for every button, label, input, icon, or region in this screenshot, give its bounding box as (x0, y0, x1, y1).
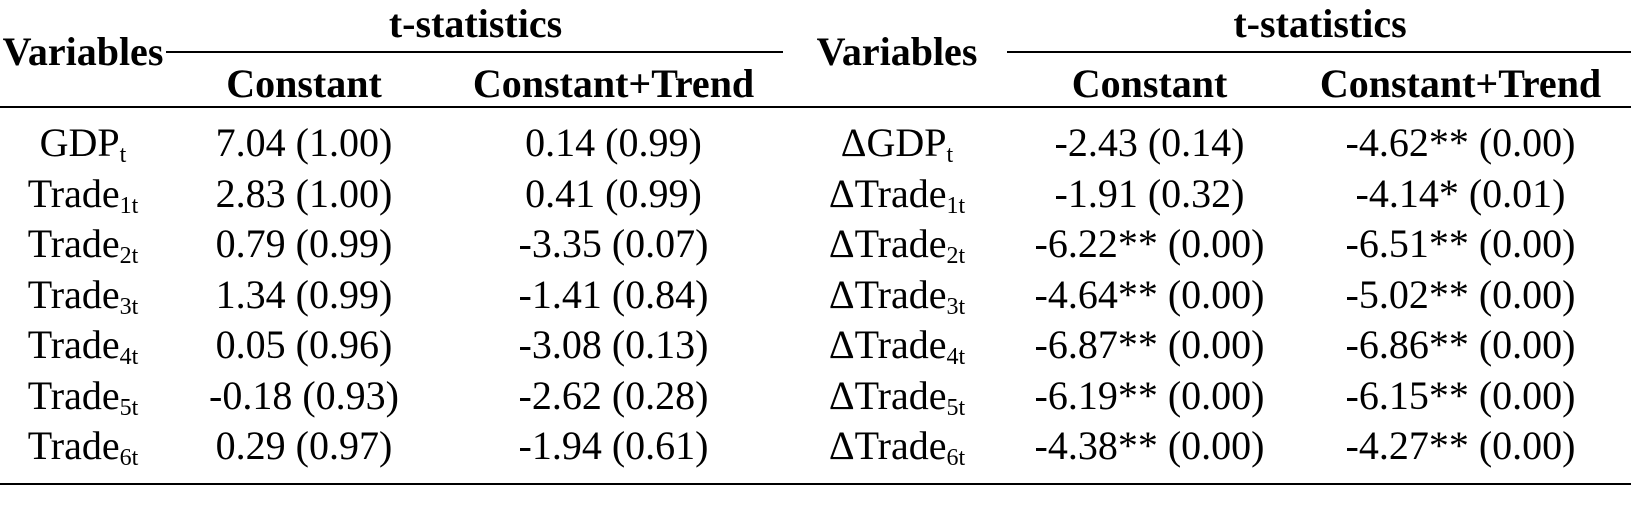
variable: ΔTrade4t (828, 322, 966, 370)
variable: Trade6t (27, 423, 139, 471)
variable-subscript: 4t (119, 344, 139, 370)
rule (0, 106, 1631, 108)
column-header: Constant (226, 61, 382, 106)
statistic: 0.14 (0.99) (525, 120, 702, 165)
variable-name: Trade (27, 170, 120, 216)
statistic: -1.94 (0.61) (518, 423, 709, 468)
variable-subscript: 3t (119, 293, 139, 320)
variable-name: ΔTrade (828, 170, 947, 216)
variable-name: Trade (27, 221, 120, 266)
variable-subscript: t (119, 142, 127, 168)
statistic: -4.14* (0.01) (1355, 170, 1566, 216)
statistic: 0.05 (0.96) (215, 322, 393, 367)
variable: ΔGDPt (840, 120, 954, 168)
statistic: -6.51** (0.00) (1345, 221, 1576, 266)
variable-name: ΔTrade (828, 372, 947, 418)
column-header: Constant+Trend (472, 61, 755, 106)
column-header: Variables (2, 29, 164, 74)
variable-subscript: 2t (119, 243, 139, 269)
statistic: -0.18 (0.93) (209, 372, 399, 418)
variable: ΔTrade3t (828, 271, 966, 320)
variable-subscript: 1t (119, 192, 139, 219)
statistic: 2.83 (1.00) (215, 170, 393, 216)
column-header: Constant (1071, 61, 1228, 106)
variable-name: ΔGDP (840, 120, 947, 165)
statistic: -4.64** (0.00) (1034, 271, 1265, 317)
variable-name: ΔTrade (828, 271, 947, 317)
variable-subscript: 6t (119, 445, 139, 471)
variable-subscript: 3t (946, 293, 966, 320)
column-header: Variables (816, 29, 978, 74)
statistic: -3.08 (0.13) (518, 322, 709, 367)
statistic: -5.02** (0.00) (1345, 271, 1576, 317)
group-header: t-statistics (1233, 1, 1407, 46)
variable-name: Trade (27, 322, 120, 367)
statistic: 0.79 (0.99) (215, 221, 393, 266)
rule (166, 51, 783, 53)
variable: Trade4t (27, 322, 139, 370)
variable-name: Trade (27, 271, 120, 317)
statistic: -6.87** (0.00) (1034, 322, 1265, 367)
variable: Trade3t (27, 271, 139, 320)
variable: ΔTrade2t (828, 221, 966, 269)
group-header: t-statistics (388, 1, 563, 46)
variable: ΔTrade5t (828, 372, 966, 421)
variable-subscript: 1t (946, 192, 966, 219)
rule (1007, 51, 1631, 53)
rule (0, 483, 1631, 485)
variable: Trade5t (27, 372, 139, 421)
variable-subscript: 2t (946, 243, 966, 269)
variable-name: ΔTrade (828, 221, 947, 266)
variable: GDPt (39, 120, 127, 168)
statistic: -4.38** (0.00) (1034, 423, 1265, 468)
variable-name: Trade (27, 423, 120, 468)
variable-subscript: 4t (946, 344, 966, 370)
statistic: -6.19** (0.00) (1034, 372, 1265, 418)
variable-name: ΔTrade (828, 423, 947, 468)
variable-name: ΔTrade (828, 322, 947, 367)
statistic: 0.41 (0.99) (525, 170, 702, 216)
statistic: -6.22** (0.00) (1034, 221, 1265, 266)
variable: Trade1t (27, 170, 139, 219)
variable-subscript: 6t (946, 445, 966, 471)
variable-name: Trade (27, 372, 120, 418)
statistic: -2.62 (0.28) (518, 372, 709, 418)
statistic: -1.91 (0.32) (1054, 170, 1245, 216)
variable-subscript: 5t (119, 394, 139, 421)
statistic: -6.15** (0.00) (1345, 372, 1576, 418)
statistic: 0.29 (0.97) (215, 423, 393, 468)
column-header: Constant+Trend (1319, 61, 1602, 106)
statistic: 7.04 (1.00) (215, 120, 393, 165)
statistic: -2.43 (0.14) (1054, 120, 1245, 165)
variable-name: GDP (39, 120, 120, 165)
variable-subscript: 5t (946, 394, 966, 421)
statistic: 1.34 (0.99) (215, 271, 393, 317)
statistic: -4.27** (0.00) (1345, 423, 1576, 468)
statistic: -3.35 (0.07) (518, 221, 709, 266)
variable: Trade2t (27, 221, 139, 269)
variable: ΔTrade6t (828, 423, 966, 471)
statistic: -6.86** (0.00) (1345, 322, 1576, 367)
variable-subscript: t (946, 142, 954, 168)
statistic: -1.41 (0.84) (518, 271, 709, 317)
variable: ΔTrade1t (828, 170, 966, 219)
statistic: -4.62** (0.00) (1345, 120, 1576, 165)
